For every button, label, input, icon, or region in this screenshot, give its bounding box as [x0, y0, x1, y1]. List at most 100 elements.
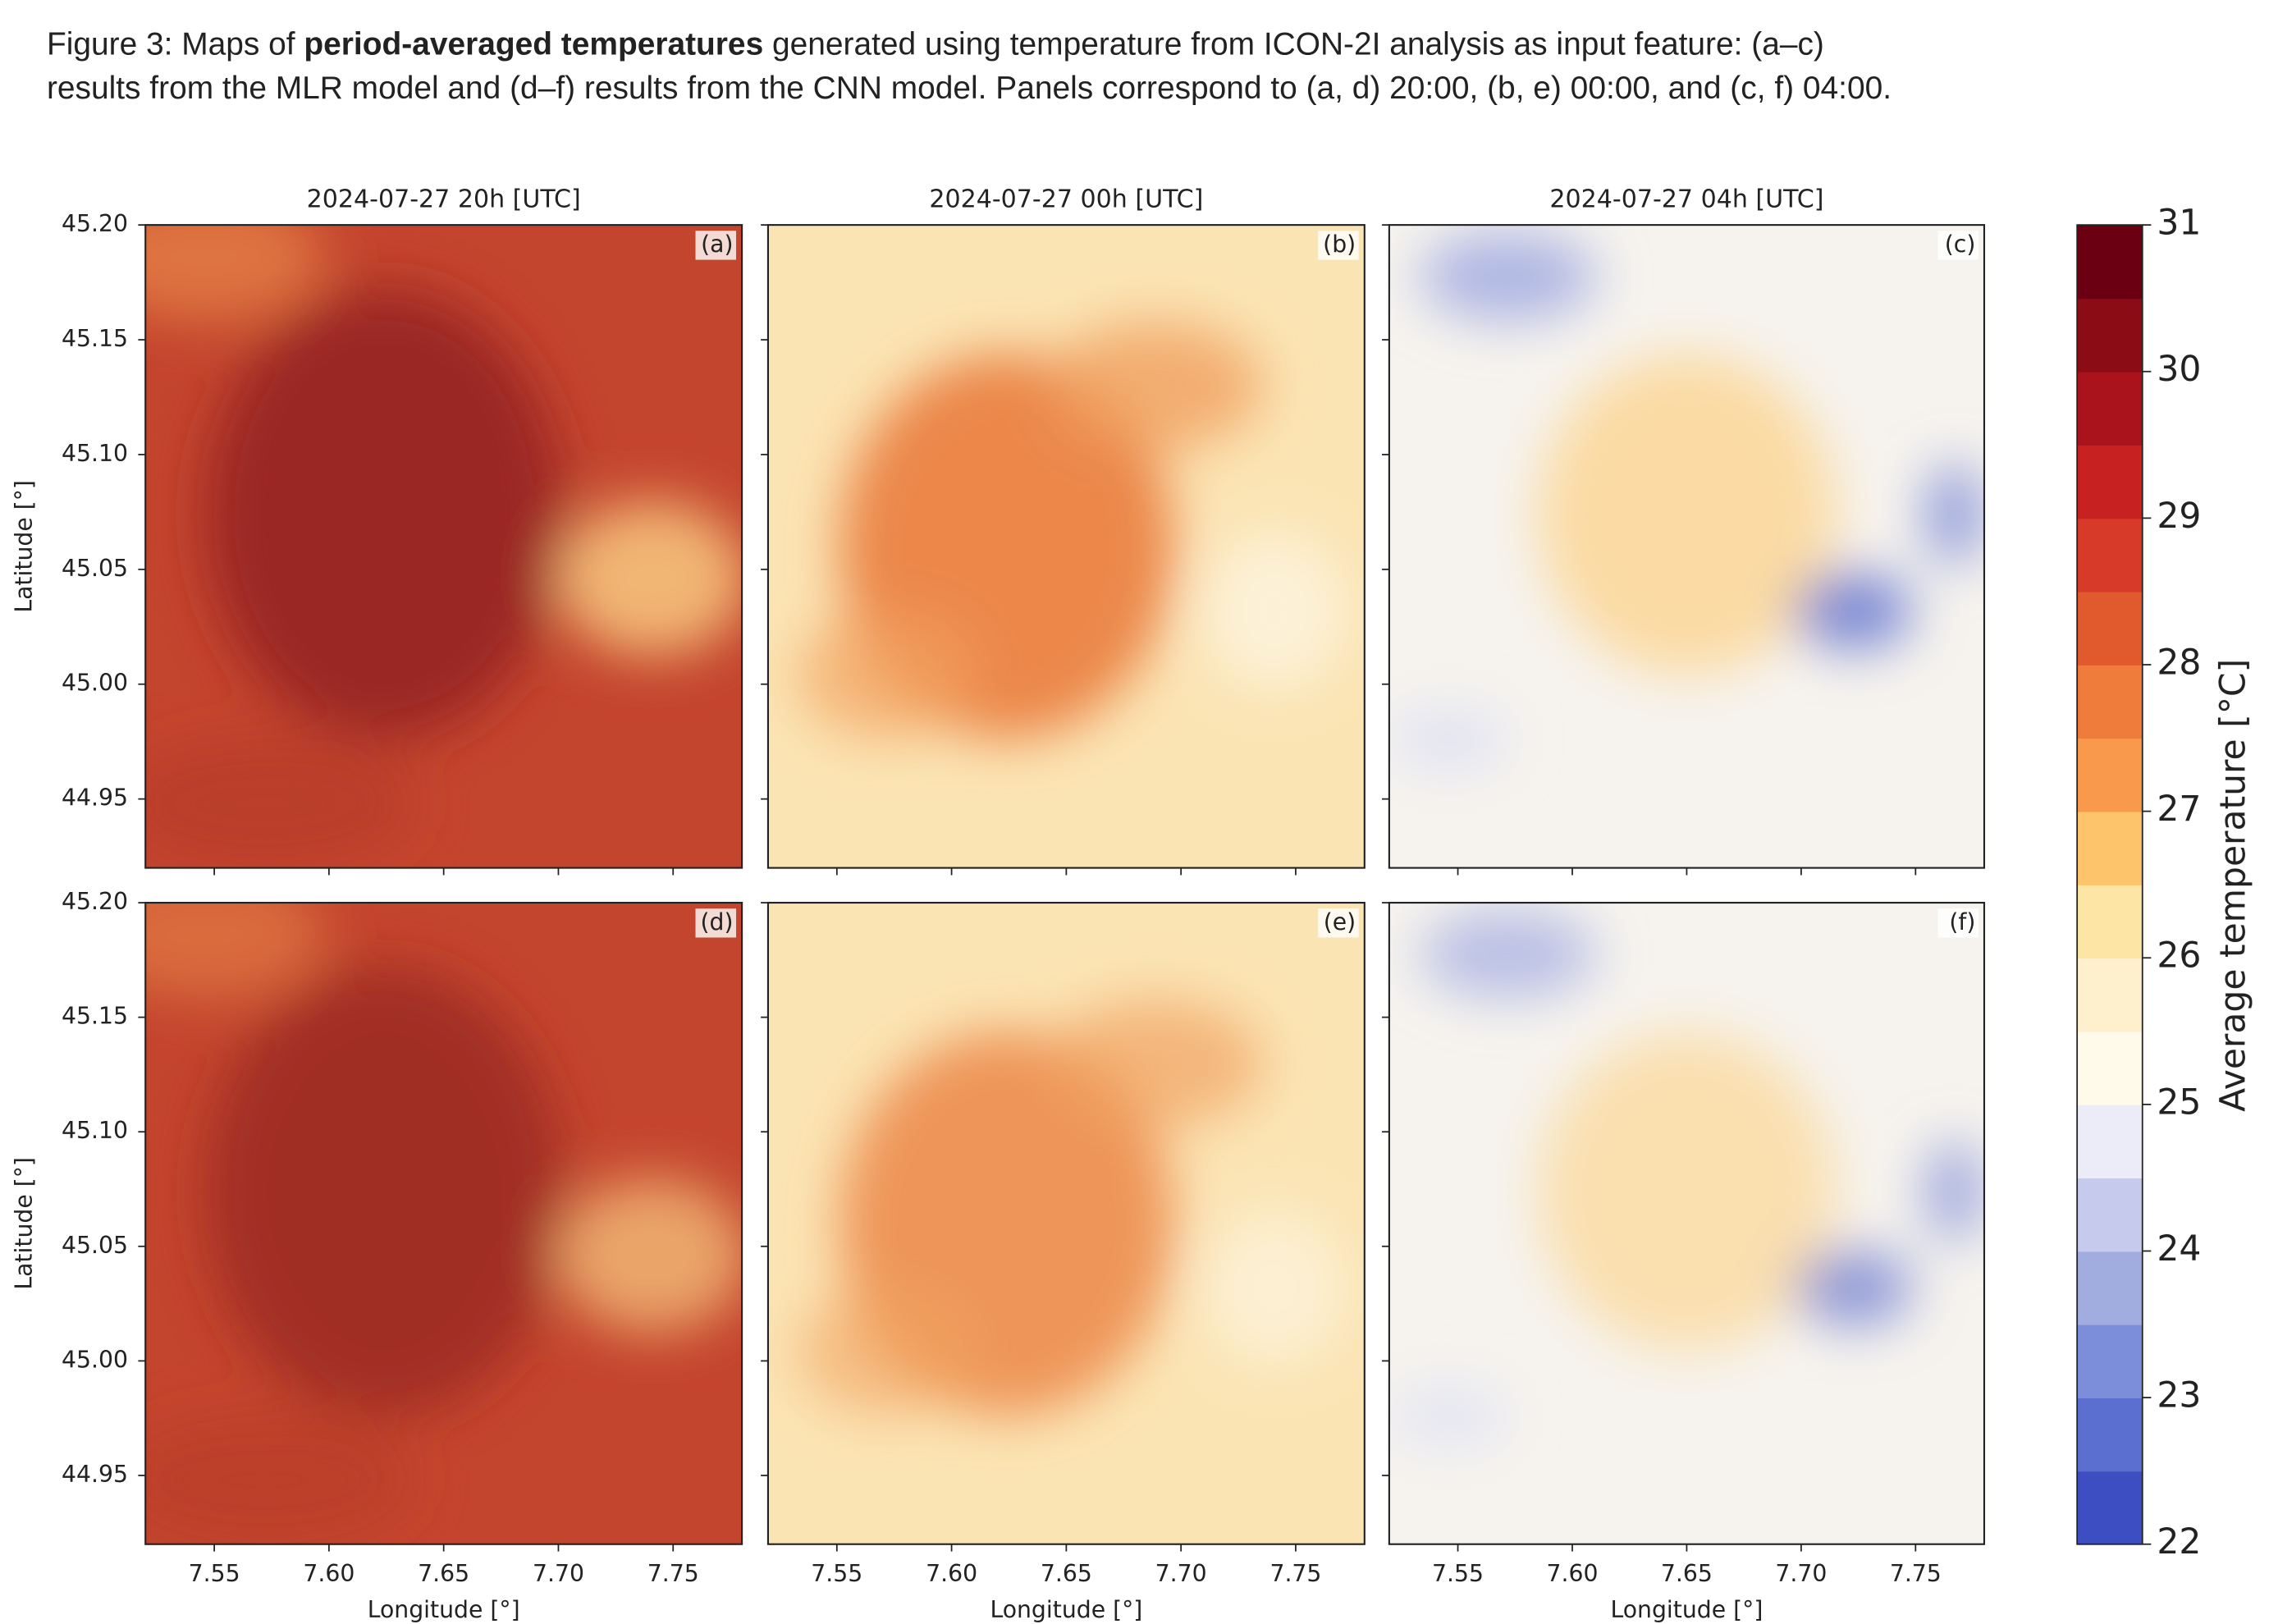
colorbar-tick-label: 26: [2157, 936, 2201, 977]
colorbar-tick-label: 25: [2157, 1082, 2201, 1123]
map-blob: [1388, 707, 1508, 772]
colorbar-tick-label: 22: [2157, 1522, 2201, 1562]
colorbar-band: [2077, 225, 2143, 300]
colorbar-band: [2077, 445, 2143, 519]
map-blob: [145, 903, 325, 1000]
map-blobs: [1388, 908, 1984, 1448]
caption-line: results from the MLR model and (d–f) res…: [47, 71, 1892, 106]
x-tick-label: 7.55: [189, 1560, 240, 1587]
map-blob: [204, 967, 564, 1416]
colorbar-band: [2077, 1104, 2143, 1179]
y-tick-label: 45.05: [62, 555, 128, 582]
map-blob: [1419, 231, 1598, 322]
map-blob: [145, 225, 325, 322]
map-image: [767, 903, 1365, 1544]
column-title: 2024-07-27 04h [UTC]: [1549, 185, 1823, 214]
map-blob: [1538, 353, 1836, 675]
panel-label-bg: [1937, 231, 1979, 260]
map-blob: [1924, 1140, 1984, 1243]
column-title: 2024-07-27 00h [UTC]: [929, 185, 1203, 214]
panel-label-bg: [1318, 908, 1359, 938]
colorbar-band: [2077, 1398, 2143, 1472]
map-blobs: [1388, 231, 1984, 772]
y-tick-label: 45.20: [62, 210, 128, 237]
colorbar-frame: [2076, 224, 2143, 1545]
x-tick-label: 7.60: [1546, 1560, 1598, 1587]
y-tick-label: 45.10: [62, 440, 128, 467]
map-blob: [1419, 908, 1598, 1000]
x-tick-label: 7.60: [926, 1560, 977, 1587]
x-axis-label: Longitude [°]: [1611, 1596, 1764, 1623]
y-axis-label: Latitude [°]: [10, 1157, 37, 1290]
colorbar-band: [2077, 1031, 2143, 1105]
map-blobs: [798, 999, 1347, 1416]
caption-text: generated using temperature from ICON-2I…: [763, 27, 1824, 62]
map-blobs: [145, 225, 743, 868]
map-blob: [1388, 1384, 1508, 1448]
colorbar-band: [2077, 738, 2143, 812]
y-tick-label: 45.15: [62, 325, 128, 352]
map-blob: [798, 1288, 977, 1416]
colorbar-tick-label: 24: [2157, 1229, 2201, 1269]
map-image: [1388, 903, 1984, 1544]
map-blob: [556, 501, 743, 656]
map-blob: [1924, 463, 1984, 566]
panel-label: (c): [1945, 231, 1976, 258]
map-blobs: [798, 321, 1347, 739]
map-blobs: [145, 903, 743, 1544]
colorbar-tick-label: 28: [2157, 643, 2201, 683]
colorbar-band: [2077, 298, 2143, 373]
x-tick-label: 7.65: [1041, 1560, 1092, 1587]
x-axis-label: Longitude [°]: [990, 1596, 1142, 1623]
colorbar-band: [2077, 1471, 2143, 1545]
map-blob: [1203, 1210, 1347, 1365]
y-tick-label: 45.00: [62, 1346, 128, 1373]
y-tick-label: 45.20: [62, 888, 128, 915]
column-title: 2024-07-27 20h [UTC]: [307, 185, 581, 214]
x-tick-label: 7.65: [418, 1560, 469, 1587]
panel-label-bg: [695, 908, 737, 938]
colorbar-band: [2077, 371, 2143, 446]
map-blob: [145, 1416, 414, 1544]
panel-label: (a): [701, 231, 733, 258]
y-tick-label: 44.95: [62, 785, 128, 812]
colorbar-tick-label: 23: [2157, 1376, 2201, 1416]
y-axis-label: Latitude [°]: [10, 480, 37, 613]
colorbar-band: [2077, 518, 2143, 592]
map-image: [1388, 225, 1984, 868]
y-tick-label: 45.10: [62, 1117, 128, 1144]
x-tick-label: 7.70: [1775, 1560, 1827, 1587]
map-blob: [556, 1178, 743, 1333]
colorbar-band: [2077, 591, 2143, 666]
map-blob: [1793, 572, 1913, 650]
map-blob: [798, 611, 977, 739]
x-tick-label: 7.60: [303, 1560, 355, 1587]
map-blob: [145, 739, 414, 868]
caption-bold: period-averaged temperatures: [304, 27, 763, 62]
colorbar-band: [2077, 1324, 2143, 1398]
map-blob: [1538, 1031, 1836, 1352]
x-tick-label: 7.75: [1890, 1560, 1942, 1587]
map-blob: [1048, 321, 1264, 451]
y-tick-label: 45.15: [62, 1003, 128, 1030]
colorbar-band: [2077, 884, 2143, 959]
colorbar-band: [2077, 811, 2143, 885]
colorbar-band: [2077, 958, 2143, 1032]
x-tick-label: 7.75: [1269, 1560, 1321, 1587]
x-tick-label: 7.70: [533, 1560, 584, 1587]
panel-label-bg: [695, 231, 737, 260]
caption-text: Figure 3: Maps of: [47, 27, 304, 62]
panel-label: (e): [1324, 908, 1356, 936]
colorbar-band: [2077, 1251, 2143, 1325]
colorbar-band: [2077, 664, 2143, 739]
x-tick-label: 7.70: [1155, 1560, 1207, 1587]
panel-label: (b): [1323, 231, 1356, 258]
panel-label-bg: [1937, 908, 1979, 938]
panel-label-bg: [1318, 231, 1359, 260]
x-axis-label: Longitude [°]: [368, 1596, 520, 1623]
y-tick-label: 45.05: [62, 1232, 128, 1259]
map-image: [145, 903, 743, 1544]
colorbar-tick-label: 29: [2157, 496, 2201, 537]
